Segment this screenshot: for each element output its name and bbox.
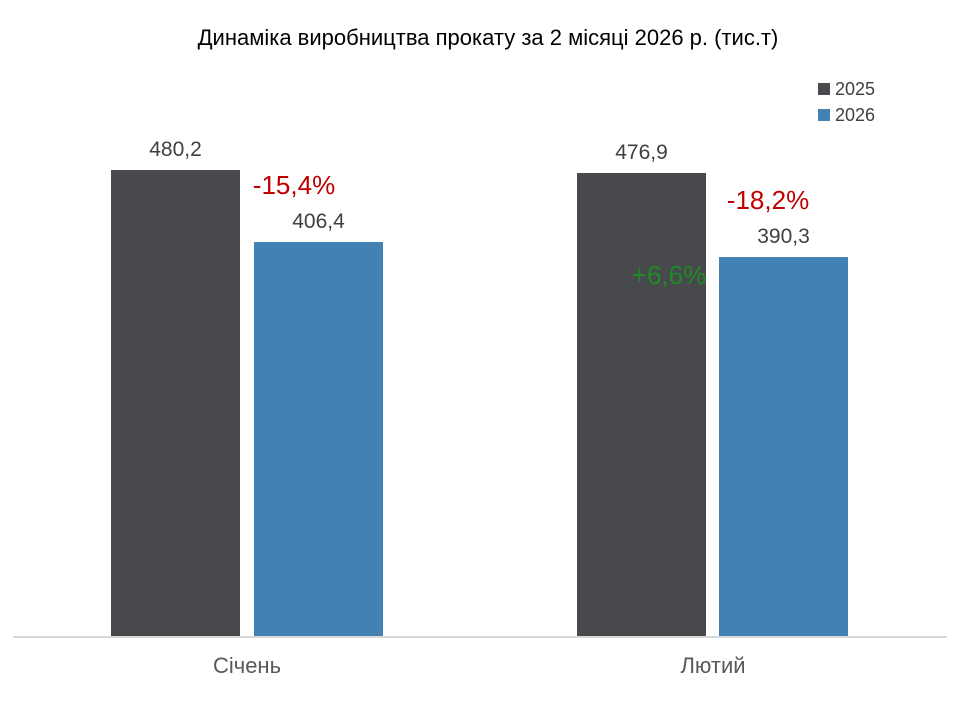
value-label-2026-Лютий: 390,3 — [757, 225, 810, 248]
bar-2025-Січень — [111, 170, 240, 636]
legend-label-2025: 2025 — [834, 79, 875, 99]
value-label-2025-Лютий: 476,9 — [615, 141, 668, 164]
legend-item-2025: 2025 — [817, 79, 875, 99]
delta-label-2: +6,6% — [631, 260, 707, 290]
delta-label-0: -15,4% — [252, 170, 336, 200]
legend: 2025 2026 — [817, 79, 875, 125]
bar-2026-Лютий — [719, 257, 848, 636]
chart-title: Динаміка виробництва прокату за 2 місяці… — [197, 25, 779, 50]
bar-2025-Лютий — [577, 173, 706, 636]
value-label-2025-Січень: 480,2 — [149, 138, 202, 161]
value-label-2026-Січень: 406,4 — [292, 210, 345, 233]
delta-label-1: -18,2% — [726, 185, 810, 215]
x-axis-label-Січень: Січень — [212, 653, 282, 678]
legend-item-2026: 2026 — [817, 105, 875, 125]
x-axis-line — [13, 636, 947, 638]
x-axis-label-Лютий: Лютий — [680, 653, 746, 678]
legend-label-2026: 2026 — [834, 105, 875, 125]
legend-swatch-2026-icon — [817, 109, 830, 121]
bar-2026-Січень — [254, 242, 383, 636]
legend-swatch-2025-icon — [817, 83, 830, 95]
